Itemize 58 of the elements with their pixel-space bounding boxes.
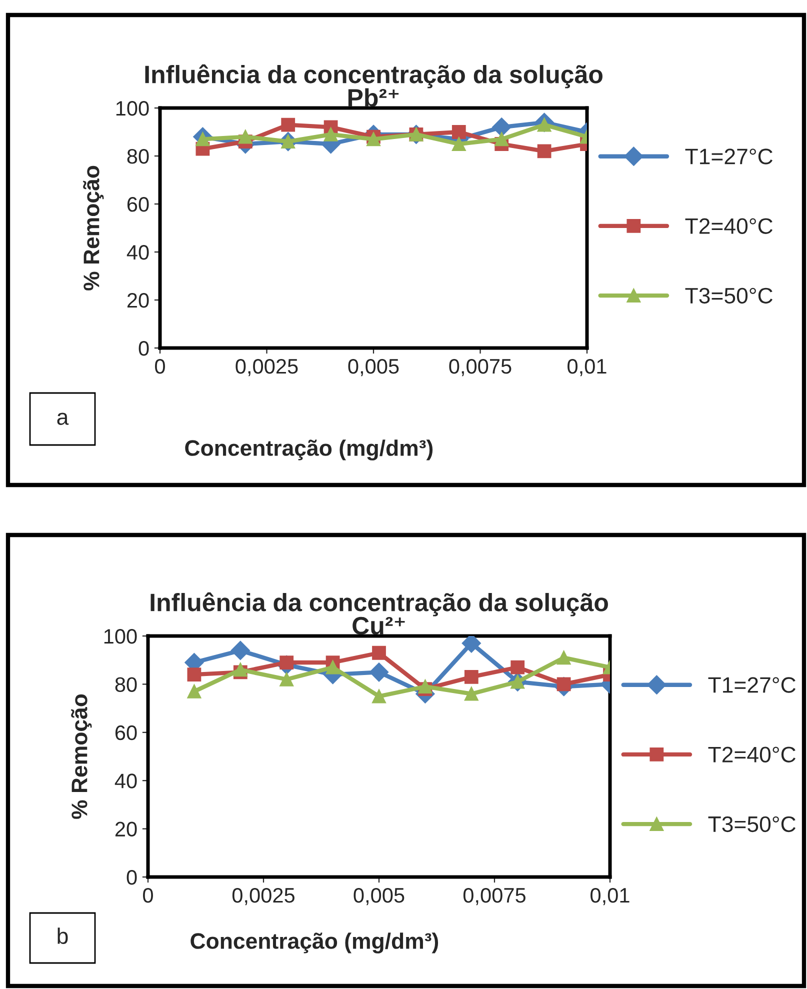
y-tick-label: 80 <box>127 149 149 164</box>
point <box>369 662 389 682</box>
x-tick-label: 0,0025 <box>236 358 298 376</box>
point <box>324 127 338 142</box>
y-tick-label: 40 <box>114 774 137 788</box>
point <box>372 646 386 660</box>
legend-label: T3=50°C <box>708 816 796 832</box>
y-tick-label: 0 <box>138 341 149 356</box>
y-tick-label: 100 <box>104 629 137 644</box>
point <box>372 689 386 704</box>
point <box>452 137 466 151</box>
point <box>537 144 552 158</box>
y-tick-label: 20 <box>115 822 137 837</box>
point <box>464 686 478 701</box>
point <box>452 125 466 139</box>
point <box>280 672 294 686</box>
point <box>492 118 512 137</box>
x-tick-label: 0,0075 <box>463 888 526 906</box>
point <box>187 684 202 698</box>
point <box>418 680 432 694</box>
point <box>196 132 210 146</box>
point <box>494 132 509 146</box>
x-tick-label: 0,0075 <box>449 358 512 376</box>
x-tick-label: 0 <box>155 358 165 374</box>
point <box>464 670 478 684</box>
x-tick-label: 0,005 <box>354 888 404 906</box>
text: a <box>57 412 69 425</box>
point <box>230 640 250 660</box>
legend-label: T2=40°C <box>708 746 796 762</box>
y-tick-label: 40 <box>126 245 149 260</box>
y-tick-label: 20 <box>127 293 149 308</box>
x-tick-label: 0,01 <box>590 888 630 906</box>
point <box>366 132 380 146</box>
y-tick-label: 0 <box>126 870 137 885</box>
point <box>462 636 481 653</box>
point <box>233 662 248 677</box>
legend-label: T1=27°C <box>708 677 796 693</box>
y-axis-title: % Remoção <box>71 694 92 819</box>
x-axis-title: Concentração (mg/dm³) <box>190 932 438 954</box>
x-axis-title: Concentração (mg/dm³) <box>185 440 433 460</box>
y-axis-title: % Remoção <box>83 166 104 290</box>
x-tick-label: 0,0025 <box>232 888 294 906</box>
x-tick-label: 0,01 <box>568 358 606 376</box>
legend-label: T2=40°C <box>685 218 772 234</box>
point <box>326 660 340 674</box>
text: b <box>58 928 68 944</box>
point <box>187 668 202 682</box>
legend-label: T1=27°C <box>685 148 772 164</box>
point <box>238 130 252 144</box>
y-tick-label: 60 <box>127 197 149 212</box>
chart-title: Influência da concentração da solução Cu²⁺ <box>150 592 608 635</box>
x-tick-label: 0,005 <box>348 358 399 376</box>
point <box>556 650 571 665</box>
point <box>281 118 296 132</box>
legend-label: T3=50°C <box>685 288 772 304</box>
y-tick-label: 60 <box>115 725 137 740</box>
y-tick-label: 80 <box>115 677 137 692</box>
point <box>510 660 525 674</box>
